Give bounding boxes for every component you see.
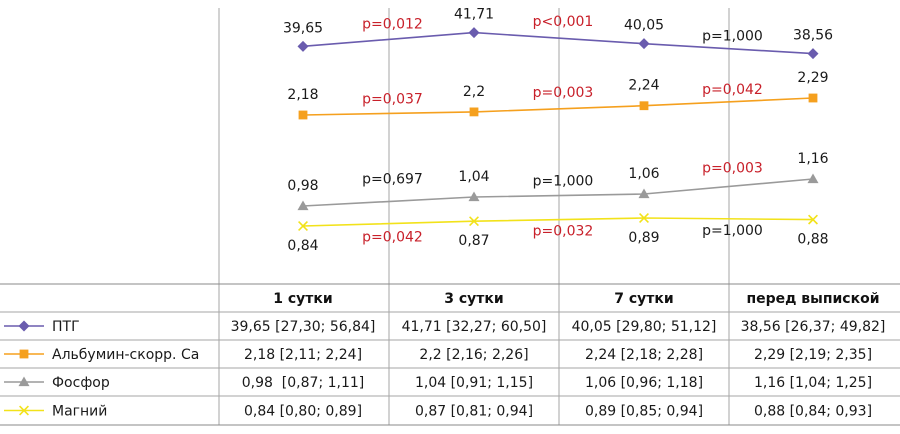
marker-x-stroke (19, 405, 29, 416)
table-cell: 2,2 [2,16; 2,26] (419, 347, 528, 363)
series-2-value-label: 2,29 (797, 70, 828, 86)
legend-key-4 (4, 405, 44, 416)
series-2-value-label: 2,2 (463, 84, 485, 100)
series-4-point-1 (298, 221, 308, 231)
series-1 (297, 27, 819, 60)
series-1-point-2 (468, 27, 480, 39)
table-cell: 1,04 [0,91; 1,15] (415, 375, 533, 391)
table-cell: 2,18 [2,11; 2,24] (244, 347, 362, 363)
series-3-p-value-label: p=1,000 (533, 174, 594, 190)
legend-key-marker (19, 349, 29, 359)
series-3-value-label: 0,98 (287, 178, 318, 194)
legend-key-1 (4, 320, 44, 332)
legend-key-2 (4, 349, 44, 359)
marker-x-stroke (298, 221, 308, 231)
series-4-line (302, 217, 814, 227)
table-cell: 41,71 [32,27; 60,50] (402, 319, 547, 335)
legend-key-marker (18, 320, 30, 332)
series-1-p-value-label: p<0,001 (533, 14, 594, 30)
table-header-cell: 1 сутки (273, 291, 332, 307)
series-1-point-3 (638, 38, 650, 50)
series-2-p-value-label: p=0,037 (362, 91, 423, 107)
series-3-point-1 (297, 200, 309, 211)
table-cell: 0,87 [0,81; 0,94] (415, 404, 533, 420)
series-4-point-2 (469, 216, 479, 227)
legend-key-3 (4, 376, 44, 387)
series-1-point-4 (807, 48, 819, 60)
series-4-p-value-label: p=1,000 (702, 223, 763, 239)
series-4-value-label: 0,84 (287, 238, 318, 254)
table-header-cell: 7 сутки (614, 291, 673, 307)
series-1-value-label: 38,56 (793, 28, 833, 44)
series-4-value-label: 0,87 (458, 233, 489, 249)
series-4 (298, 213, 818, 231)
marker-x-stroke (639, 213, 649, 223)
table-cell: 39,65 [27,30; 56,84] (231, 319, 376, 335)
series-3-value-label: 1,06 (628, 166, 659, 182)
series-3-value-label: 1,04 (458, 169, 489, 185)
series-3-p-value-label: p=0,003 (702, 161, 763, 177)
table-cell: 38,56 [26,37; 49,82] (741, 319, 886, 335)
series-3-p-value-label: p=0,697 (362, 172, 423, 188)
series-4-value-label: 0,88 (797, 232, 828, 248)
series-2-point-1 (298, 110, 308, 120)
series-1-value-label: 39,65 (283, 20, 323, 36)
series-2-point-3 (639, 101, 649, 111)
series-3 (297, 173, 819, 211)
table-header-cell: перед выпиской (746, 291, 879, 307)
series-2 (298, 93, 818, 120)
series-3-line (302, 178, 814, 207)
series-2-value-label: 2,24 (628, 78, 659, 94)
series-2-point-4 (808, 93, 818, 103)
series-2-p-value-label: p=0,042 (702, 82, 763, 98)
series-3-point-3 (638, 188, 650, 199)
legend-key-marker (18, 376, 30, 387)
table-cell: 2,29 [2,19; 2,35] (754, 347, 872, 363)
series-1-value-label: 40,05 (624, 18, 664, 34)
series-2-line (302, 97, 814, 116)
table-row-name: Магний (52, 404, 107, 420)
series-4-value-label: 0,89 (628, 230, 659, 246)
table-header-cell: 3 сутки (444, 291, 503, 307)
series-2-value-label: 2,18 (287, 87, 318, 103)
series-4-point-3 (639, 213, 649, 223)
grid-lines (0, 8, 900, 426)
series-4-p-value-label: p=0,032 (533, 224, 594, 240)
series-1-line (302, 31, 814, 55)
table-cell: 2,24 [2,18; 2,28] (585, 347, 703, 363)
series-3-value-label: 1,16 (797, 151, 828, 167)
series-4-point-4 (808, 214, 818, 225)
table-cell: 0,84 [0,80; 0,89] (244, 404, 362, 420)
marker-x-stroke (808, 214, 818, 225)
series-1-point-1 (297, 40, 309, 52)
table-cell: 0,89 [0,85; 0,94] (585, 404, 703, 420)
table-cell: 0,98 [0,87; 1,11] (242, 375, 365, 391)
series-3-point-2 (468, 191, 480, 202)
table-row-name: Фосфор (52, 375, 110, 391)
series-3-point-4 (807, 173, 819, 184)
table-row-name: Альбумин-скорр. Ca (52, 347, 199, 363)
legend-key-marker (19, 405, 29, 416)
table-cell: 40,05 [29,80; 51,12] (572, 319, 717, 335)
series-2-p-value-label: p=0,003 (533, 85, 594, 101)
table-cell: 1,16 [1,04; 1,25] (754, 375, 872, 391)
table-cell: 1,06 [0,96; 1,18] (585, 375, 703, 391)
marker-x-stroke (469, 216, 479, 227)
series-1-p-value-label: p=0,012 (362, 16, 423, 32)
series-1-p-value-label: p=1,000 (702, 29, 763, 45)
series-4-p-value-label: p=0,042 (362, 230, 423, 246)
series-2-point-2 (469, 107, 479, 117)
series-1-value-label: 41,71 (454, 7, 494, 23)
table-cell: 0,88 [0,84; 0,93] (754, 404, 872, 420)
table-row-name: ПТГ (52, 319, 80, 335)
